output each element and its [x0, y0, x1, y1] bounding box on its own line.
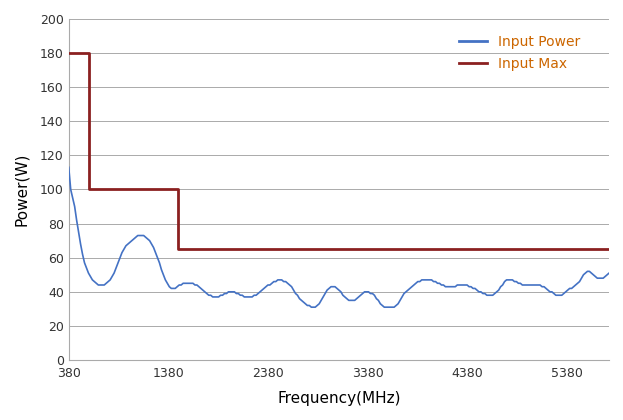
- X-axis label: Frequency(MHz): Frequency(MHz): [277, 391, 401, 406]
- Legend: Input Power, Input Max: Input Power, Input Max: [454, 29, 586, 77]
- Y-axis label: Power(W): Power(W): [14, 153, 29, 226]
